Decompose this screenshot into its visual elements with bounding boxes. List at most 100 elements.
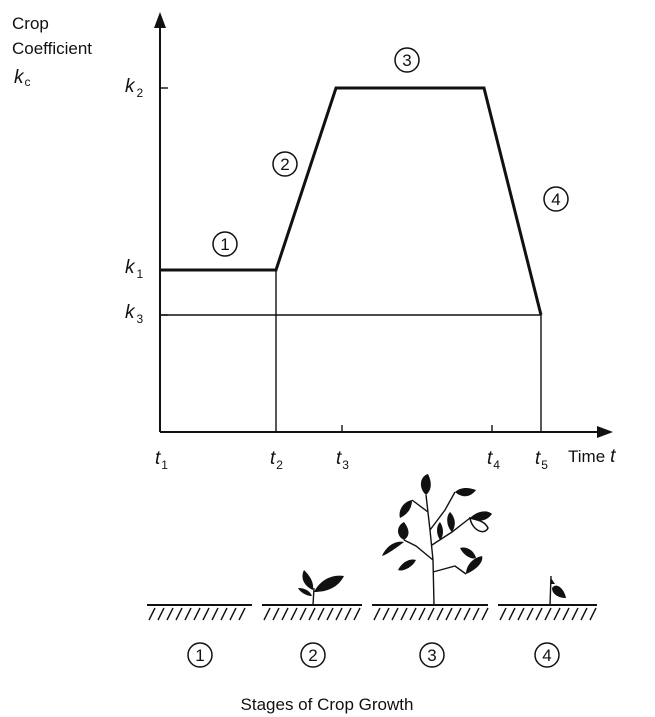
hatch bbox=[463, 607, 471, 621]
stage-number: 3 bbox=[402, 51, 411, 70]
hatch bbox=[202, 607, 210, 621]
leaf bbox=[382, 541, 404, 556]
stage-ring bbox=[272, 151, 298, 177]
stage-number: 2 bbox=[280, 155, 289, 174]
x-tick-label: t5 bbox=[535, 448, 548, 472]
hatch bbox=[263, 607, 271, 621]
hatch bbox=[317, 607, 325, 621]
stem bbox=[312, 587, 315, 606]
y-label-line: Coefficient bbox=[12, 39, 92, 58]
hatch bbox=[409, 607, 417, 621]
hatch bbox=[299, 607, 307, 621]
hatch bbox=[436, 607, 444, 621]
leaf bbox=[398, 559, 416, 571]
leaf bbox=[466, 556, 483, 574]
tick-sub: 4 bbox=[493, 458, 500, 472]
leaf bbox=[550, 578, 555, 584]
x-label-text: Time bbox=[568, 447, 605, 466]
stage-ring bbox=[534, 642, 560, 668]
hatch bbox=[175, 607, 183, 621]
hatch bbox=[517, 607, 525, 621]
caption: Stages of Crop Growth bbox=[241, 695, 414, 714]
x-tick-label: t4 bbox=[487, 448, 500, 472]
hatch bbox=[544, 607, 552, 621]
leaf bbox=[437, 522, 443, 540]
hatch bbox=[418, 607, 426, 621]
leaf bbox=[314, 575, 344, 592]
x-arrow bbox=[597, 426, 613, 438]
hatch bbox=[373, 607, 381, 621]
tick-base: t bbox=[336, 448, 342, 469]
x-label-var: t bbox=[610, 446, 616, 467]
growth-stage: 1 bbox=[187, 642, 213, 668]
stage-number: 4 bbox=[551, 190, 560, 209]
tick-sub: 1 bbox=[137, 267, 144, 281]
hatch bbox=[580, 607, 588, 621]
y-arrow bbox=[154, 12, 166, 28]
hatch bbox=[229, 607, 237, 621]
stage-number: 3 bbox=[427, 646, 436, 665]
x-tick-label: t3 bbox=[336, 448, 349, 472]
hatch bbox=[454, 607, 462, 621]
symbol-sub: c bbox=[25, 75, 31, 89]
hatch bbox=[445, 607, 453, 621]
stage-number: 4 bbox=[542, 646, 551, 665]
stage-number: 2 bbox=[308, 646, 317, 665]
hatch bbox=[508, 607, 516, 621]
tick-base: t bbox=[155, 448, 161, 469]
stage-ring bbox=[300, 642, 326, 668]
hatch bbox=[571, 607, 579, 621]
hatch bbox=[308, 607, 316, 621]
hatch bbox=[353, 607, 361, 621]
curve-stage: 1 bbox=[212, 231, 238, 257]
curve-stage: 3 bbox=[394, 47, 420, 73]
leaf bbox=[455, 488, 476, 497]
hatch bbox=[472, 607, 480, 621]
branches bbox=[403, 491, 471, 606]
stage-number: 1 bbox=[195, 646, 204, 665]
leaf bbox=[420, 474, 431, 495]
curve-stage: 4 bbox=[543, 186, 569, 212]
seedling bbox=[298, 570, 344, 606]
hatch bbox=[326, 607, 334, 621]
hatch bbox=[427, 607, 435, 621]
tick-base: t bbox=[535, 448, 541, 469]
y-symbol: kc bbox=[14, 67, 31, 89]
tick-sub: 2 bbox=[137, 86, 144, 100]
hatch bbox=[148, 607, 156, 621]
hatch bbox=[335, 607, 343, 621]
hatch bbox=[238, 607, 246, 621]
tick-base: t bbox=[487, 448, 493, 469]
hatch bbox=[344, 607, 352, 621]
hatch bbox=[184, 607, 192, 621]
ground bbox=[147, 604, 597, 621]
hatch bbox=[166, 607, 174, 621]
leaf bbox=[552, 585, 566, 598]
leaf bbox=[447, 512, 455, 532]
tick-base: k bbox=[125, 76, 136, 97]
hatch bbox=[481, 607, 489, 621]
stage-number: 1 bbox=[220, 235, 229, 254]
leaf-outline bbox=[469, 516, 489, 533]
tick-base: k bbox=[125, 257, 136, 278]
hatch bbox=[290, 607, 298, 621]
hatch bbox=[220, 607, 228, 621]
leaf bbox=[399, 500, 412, 518]
senescent-plant bbox=[549, 575, 566, 606]
leaf bbox=[298, 588, 312, 596]
x-tick-label: t2 bbox=[270, 448, 283, 472]
tick-sub: 5 bbox=[541, 458, 548, 472]
tick-sub: 2 bbox=[276, 458, 283, 472]
tick-sub: 1 bbox=[161, 458, 168, 472]
stage-ring bbox=[394, 47, 420, 73]
tick-sub: 3 bbox=[137, 312, 144, 326]
hatch bbox=[157, 607, 165, 621]
hatch bbox=[400, 607, 408, 621]
x-tick-label: t1 bbox=[155, 448, 168, 472]
leaf bbox=[460, 547, 476, 559]
stage-ring bbox=[187, 642, 213, 668]
